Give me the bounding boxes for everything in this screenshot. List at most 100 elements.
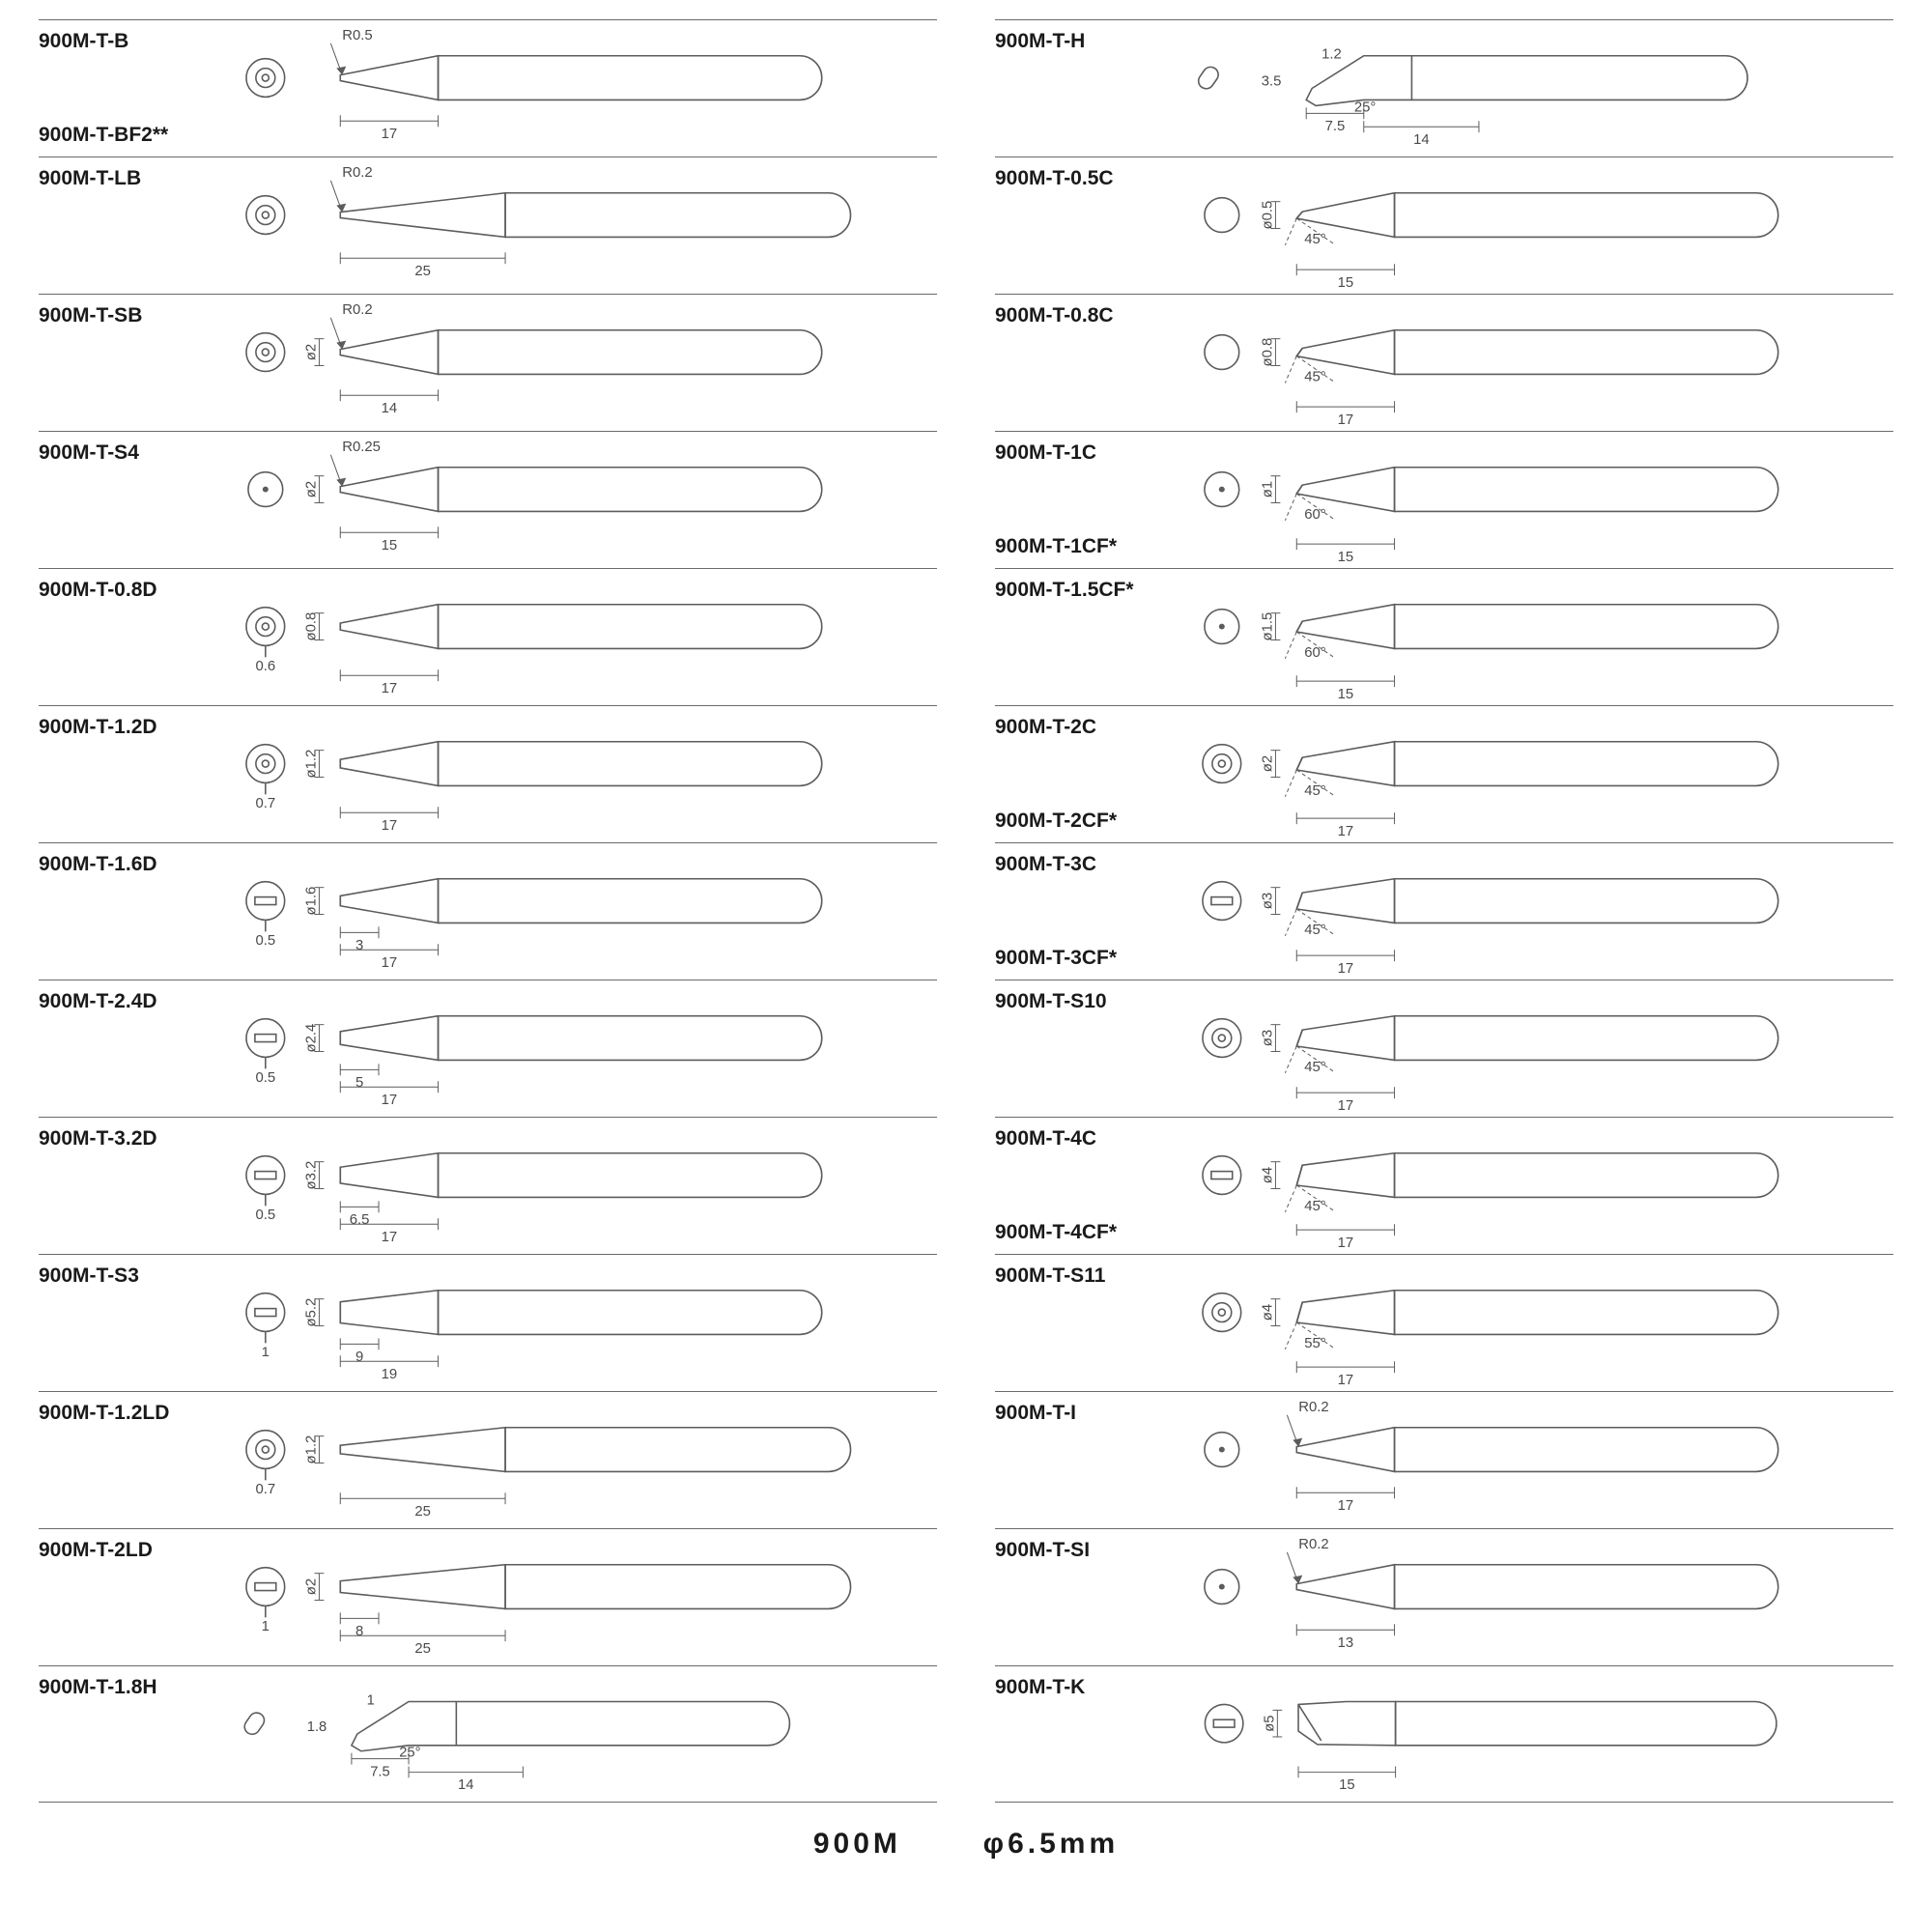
svg-text:ø5: ø5 [1262,1716,1277,1732]
tip-row: 900M-T-S11ø455°17 [995,1254,1893,1391]
tip-diagram: 0.5ø2.4517 [227,980,937,1117]
tip-diagram: 0.5ø1.6317 [227,843,937,980]
svg-text:25°: 25° [399,1746,420,1761]
tip-diagram: 0.7ø1.217 [227,706,937,842]
svg-text:60°: 60° [1304,645,1326,661]
tip-row: 900M-T-1.6D0.5ø1.6317 [39,842,937,980]
svg-text:17: 17 [1338,961,1354,977]
svg-text:15: 15 [1338,550,1354,565]
svg-text:ø2.4: ø2.4 [303,1024,319,1053]
row-labels: 900M-T-3.2D [39,1118,227,1254]
svg-text:17: 17 [382,1093,398,1108]
svg-text:R0.2: R0.2 [342,302,372,318]
svg-text:17: 17 [1338,824,1354,839]
svg-text:25°: 25° [1354,99,1377,115]
tip-row: 900M-T-2C900M-T-2CF*ø245°17 [995,705,1893,842]
svg-text:8: 8 [355,1624,363,1639]
tip-row: 900M-T-1.2D0.7ø1.217 [39,705,937,842]
tip-diagram: ø5 15 [1183,1666,1893,1802]
row-labels: 900M-T-S3 [39,1255,227,1391]
svg-text:ø4: ø4 [1260,1167,1275,1183]
svg-text:7.5: 7.5 [1325,119,1346,134]
tip-model-label: 900M-T-4C [995,1127,1183,1151]
tip-diagram: ø2R0.214 [227,295,937,431]
svg-text:15: 15 [1339,1777,1354,1793]
tip-model-label: 900M-T-B [39,30,227,53]
row-labels: 900M-T-2LD [39,1529,227,1665]
tip-diagram: ø345°17 [1183,980,1893,1117]
tip-model-label: 900M-T-LB [39,167,227,190]
svg-text:ø1.6: ø1.6 [303,887,319,916]
svg-text:ø3.2: ø3.2 [303,1161,319,1190]
svg-text:ø1.5: ø1.5 [1260,612,1275,641]
svg-text:55°: 55° [1304,1336,1326,1351]
row-labels: 900M-T-K [995,1666,1183,1802]
tip-model-label: 900M-T-BF2** [39,124,227,147]
row-labels: 900M-T-B 900M-T-BF2** [39,20,227,156]
svg-text:13: 13 [1338,1635,1354,1651]
tip-model-label: 900M-T-0.5C [995,167,1183,190]
tip-model-label: 900M-T-SB [39,304,227,327]
tip-row: 900M-T-SI R0.2 13 [995,1528,1893,1665]
row-labels: 900M-T-1.8H [39,1666,227,1802]
svg-text:ø2: ø2 [1260,755,1275,772]
svg-text:14: 14 [1413,132,1430,148]
svg-text:1: 1 [262,1345,270,1360]
row-labels: 900M-T-1.5CF* [995,569,1183,705]
svg-text:R0.2: R0.2 [1298,1537,1328,1552]
svg-text:19: 19 [382,1367,398,1382]
footer-series: 900M [813,1828,901,1860]
tip-diagram: 0.5ø3.26.517 [227,1118,937,1254]
svg-text:ø3: ø3 [1260,1030,1275,1046]
svg-text:17: 17 [382,1230,398,1245]
tip-diagram: R0.225 [227,157,937,294]
row-labels: 900M-T-0.8C [995,295,1183,431]
row-labels: 900M-T-S10 [995,980,1183,1117]
svg-text:14: 14 [382,401,398,416]
svg-text:15: 15 [1338,687,1354,702]
svg-text:R0.2: R0.2 [1298,1400,1328,1415]
tip-diagram: ø0.845°17 [1183,295,1893,431]
svg-text:17: 17 [1338,1236,1354,1251]
svg-text:3.5: 3.5 [1262,74,1282,90]
tip-model-label: 900M-T-1CF* [995,535,1183,558]
row-labels: 900M-T-2.4D [39,980,227,1117]
svg-text:0.5: 0.5 [255,1208,275,1223]
tip-model-label: 900M-T-0.8D [39,579,227,602]
svg-text:1: 1 [367,1692,375,1708]
tip-model-label: 900M-T-S10 [995,990,1183,1013]
tip-row: 900M-T-0.8D0.6ø0.817 [39,568,937,705]
tip-diagram: R0.2 13 [1183,1529,1893,1665]
tip-diagram: 0.7ø1.225 [227,1392,937,1528]
tip-row: 900M-T-0.8Cø0.845°17 [995,294,1893,431]
row-labels: 900M-T-S4 [39,432,227,568]
tip-row: 900M-T-2LD1ø2825 [39,1528,937,1665]
tip-model-label: 900M-T-SI [995,1539,1183,1562]
svg-text:0.5: 0.5 [255,933,275,949]
tip-row: 900M-T-4C900M-T-4CF*ø445°17 [995,1117,1893,1254]
svg-text:ø0.8: ø0.8 [1260,338,1275,367]
tip-model-label: 900M-T-1.2LD [39,1402,227,1425]
tip-diagram: ø345°17 [1183,843,1893,980]
svg-text:0.7: 0.7 [255,796,275,811]
tip-row: 900M-T-3C900M-T-3CF*ø345°17 [995,842,1893,980]
tip-diagram: ø1.5 60° 15 [1183,569,1893,705]
svg-text:15: 15 [382,538,398,554]
row-labels: 900M-T-LB [39,157,227,294]
svg-text:17: 17 [1338,1098,1354,1114]
tip-row: 900M-T-B900M-T-BF2**R0.517 [39,19,937,156]
svg-text:1.8: 1.8 [307,1719,327,1735]
svg-text:1: 1 [262,1619,270,1634]
svg-text:17: 17 [382,681,398,696]
row-labels: 900M-T-0.8D [39,569,227,705]
svg-text:17: 17 [382,127,398,142]
tip-row: 900M-T-1.8H147.525°1.81 [39,1665,937,1803]
svg-text:15: 15 [1338,275,1354,291]
tip-diagram: ø455°17 [1183,1255,1893,1391]
tip-row: 900M-T-1.2LD0.7ø1.225 [39,1391,937,1528]
row-labels: 900M-T-1.2D [39,706,227,842]
svg-text:9: 9 [355,1350,363,1365]
svg-text:0.7: 0.7 [255,1482,275,1497]
row-labels: 900M-T-H [995,20,1183,156]
tip-chart: 900M-T-B900M-T-BF2**R0.517900M-T-LBR0.22… [39,19,1893,1803]
